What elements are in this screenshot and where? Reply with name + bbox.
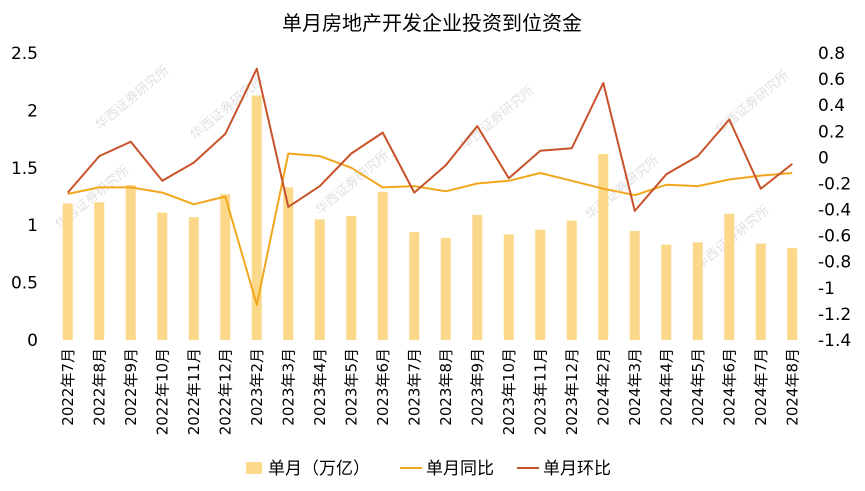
line-mom (67, 67, 793, 212)
bar (377, 191, 388, 340)
y-right-tick-label: 0.6 (818, 70, 845, 90)
bar (251, 95, 262, 340)
x-tick-label: 2022年8月 (90, 348, 108, 426)
x-tick-label: 2022年12月 (216, 348, 234, 435)
x-tick-label: 2023年4月 (311, 348, 329, 426)
x-tick-label: 2024年7月 (752, 348, 770, 426)
bar (724, 213, 735, 340)
bar-series (62, 95, 798, 340)
bar (157, 212, 168, 340)
x-tick-label: 2022年11月 (185, 348, 203, 435)
bar (125, 185, 136, 340)
y-left-tick-label: 0.5 (11, 274, 38, 294)
x-tick-label: 2023年8月 (437, 348, 455, 426)
y-right-tick-label: -1 (818, 279, 835, 299)
bar (692, 242, 703, 340)
bar (314, 219, 325, 340)
watermark-text: 华西证券研究所 (92, 62, 172, 133)
x-tick-label: 2024年2月 (594, 348, 612, 426)
x-tick-label: 2024年8月 (783, 348, 801, 426)
y-left-tick-label: 2 (27, 101, 38, 121)
bar (629, 230, 640, 340)
x-tick-label: 2023年3月 (279, 348, 297, 426)
x-tick-label: 2022年9月 (122, 348, 140, 426)
bar (188, 217, 199, 340)
bar (409, 232, 420, 340)
bar (220, 194, 231, 340)
x-tick-label: 2024年5月 (689, 348, 707, 426)
bar (787, 248, 798, 340)
x-tick-label: 2023年10月 (500, 348, 518, 435)
bar (661, 244, 672, 340)
legend: 单月（万亿） 单月同比 单月环比 (246, 459, 611, 479)
y-right-tick-label: 0.8 (818, 44, 845, 64)
y-right-tick-label: 0.2 (818, 122, 845, 142)
y-right-tick-label: -0.2 (818, 174, 851, 194)
y-right-tick-label: -0.8 (818, 253, 851, 273)
bar (440, 237, 451, 340)
bar (755, 243, 766, 340)
bar (566, 220, 577, 340)
bar (62, 203, 73, 340)
x-tick-label: 2024年3月 (626, 348, 644, 426)
legend-label: 单月（万亿） (268, 459, 370, 479)
legend-swatch-bar (246, 462, 262, 474)
bar (598, 154, 609, 340)
x-tick-label: 2023年7月 (405, 348, 423, 426)
x-tick-label: 2023年6月 (374, 348, 392, 426)
line-yoy (67, 152, 793, 306)
x-tick-label: 2023年12月 (563, 348, 581, 435)
x-tick-label: 2023年2月 (248, 348, 266, 426)
y-right-tick-label: 0 (818, 148, 829, 168)
bar (535, 229, 546, 340)
y-right-tick-label: -0.4 (818, 201, 851, 221)
bar (94, 202, 105, 340)
y-right-tick-label: -1.4 (818, 331, 851, 351)
x-tick-label: 2023年11月 (531, 348, 549, 435)
watermark-text: 华西证券研究所 (712, 67, 792, 138)
legend-label: 单月环比 (543, 459, 611, 479)
chart-title: 单月房地产开发企业投资到位资金 (282, 11, 582, 35)
y-right-tick-label: -1.2 (818, 305, 851, 325)
legend-label: 单月同比 (426, 459, 494, 479)
right-axis: -1.4 -1.2 -1 -0.8 -0.6 -0.4 -0.2 0 0.2 0.4 0.6 0.8 (818, 44, 851, 351)
bar (472, 214, 483, 340)
y-right-tick-label: 0.4 (818, 96, 845, 116)
left-axis: 0 0.5 1 1.5 2 2.5 (11, 44, 38, 351)
y-left-tick-label: 2.5 (11, 44, 38, 64)
watermark-text: 华西证券研究所 (457, 82, 537, 153)
bar (346, 216, 357, 340)
line-series (67, 67, 793, 306)
y-right-tick-label: -0.6 (818, 227, 851, 247)
x-tick-label: 2023年9月 (468, 348, 486, 426)
y-left-tick-label: 1 (27, 216, 38, 236)
x-tick-label: 2024年6月 (720, 348, 738, 426)
bar (283, 187, 294, 340)
y-left-tick-label: 0 (27, 331, 38, 351)
x-tick-label: 2022年7月 (59, 348, 77, 426)
x-tick-label: 2023年5月 (342, 348, 360, 426)
y-left-tick-label: 1.5 (11, 159, 38, 179)
x-tick-label: 2024年4月 (657, 348, 675, 426)
bar (503, 234, 514, 340)
x-tick-label: 2022年10月 (153, 348, 171, 435)
x-axis: 2022年7月 2022年8月 2022年9月 2022年10月 2022年11月 202… (59, 348, 802, 435)
